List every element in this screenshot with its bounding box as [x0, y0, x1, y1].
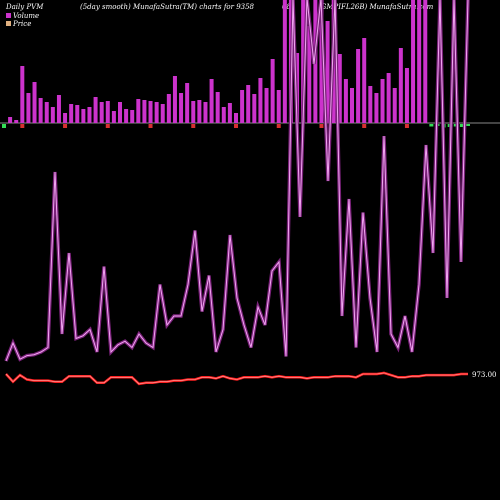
volume-bar	[63, 113, 68, 123]
volume-bar	[2, 124, 6, 128]
volume-bar	[136, 99, 141, 123]
volume-bar	[258, 78, 263, 123]
price-line-group	[5, 371, 468, 386]
volume-bar	[38, 98, 43, 123]
volume-bar	[398, 48, 403, 123]
legend-volume-label: Volume	[13, 12, 39, 20]
volume-bar	[130, 110, 135, 123]
volume-bar	[368, 86, 373, 123]
volume-bar	[50, 107, 55, 123]
pvm-line	[5, 0, 469, 362]
legend-volume-swatch	[6, 13, 11, 18]
header-right: (GMPIFL26B) MunafaSutra.com	[318, 3, 434, 11]
volume-bar	[423, 0, 428, 123]
volume-bar-tail	[191, 124, 196, 128]
volume-bar	[466, 124, 470, 126]
volume-bar	[270, 59, 275, 123]
price-label: 973.00	[472, 371, 497, 379]
volume-bar	[93, 97, 98, 123]
volume-bar	[185, 83, 190, 123]
volume-bar	[276, 90, 281, 123]
volume-bar	[307, 26, 312, 123]
volume-bar	[172, 76, 177, 123]
volume-bar	[301, 0, 306, 123]
volume-bar	[56, 95, 61, 123]
volume-bar	[417, 0, 422, 123]
volume-bar	[148, 101, 153, 123]
volume-bar	[319, 0, 324, 123]
volume-bar	[234, 113, 238, 123]
volume-bar-tail	[234, 124, 238, 128]
price-line-highlight	[5, 372, 468, 385]
volume-bar	[203, 102, 208, 123]
volume-bar	[264, 88, 269, 123]
volume-bar	[26, 93, 31, 123]
volume-bar	[252, 94, 257, 123]
volume-bar	[459, 124, 464, 127]
volume-bar	[105, 101, 110, 123]
volume-bar	[215, 92, 220, 123]
volume-bar	[337, 54, 342, 123]
volume-bar	[142, 100, 147, 123]
volume-bar	[209, 79, 214, 123]
volume-bar	[154, 102, 159, 123]
volume-bar	[87, 107, 92, 123]
volume-bar-tail	[105, 124, 110, 128]
volume-bar	[191, 101, 196, 123]
volume-bar	[356, 49, 361, 123]
volume-bar	[75, 105, 80, 123]
volume-bar-tail	[404, 124, 409, 128]
legend-price-label: Price	[12, 20, 31, 28]
volume-bar	[197, 100, 202, 123]
volume-bar	[179, 93, 184, 123]
volume-bar	[69, 104, 74, 123]
volume-bar	[362, 38, 367, 123]
header-left: Daily PVM	[5, 3, 44, 11]
pvm-line-group	[4, 0, 470, 362]
volume-bar	[124, 109, 129, 123]
volume-bar	[111, 111, 116, 123]
volume-bar-tail	[148, 124, 153, 128]
volume-bar	[166, 94, 171, 123]
volume-bar	[240, 90, 245, 123]
volume-bar	[392, 88, 397, 123]
volume-bar-tail	[319, 124, 324, 128]
legend-price-swatch	[6, 21, 11, 26]
volume-bar	[325, 21, 330, 123]
volume-bar	[380, 79, 385, 123]
header-center: (5day smooth) MunafaSutra(TM) charts for…	[80, 3, 255, 11]
volume-bar	[32, 82, 37, 123]
volume-bar	[118, 102, 122, 123]
volume-bar	[44, 102, 49, 123]
volume-bar	[374, 93, 379, 123]
volume-bar-tail	[362, 124, 367, 128]
volume-bar	[404, 68, 409, 123]
volume-bar	[350, 88, 354, 123]
volume-bar-tail	[20, 124, 25, 128]
volume-bar	[246, 85, 251, 123]
volume-bar	[99, 102, 104, 123]
volume-bar	[20, 66, 25, 123]
volume-bar	[81, 109, 86, 123]
volume-bar	[429, 124, 434, 127]
volume-bar-tail	[276, 124, 281, 128]
volume-bar	[386, 73, 391, 123]
volume-bar	[227, 103, 232, 123]
volume-bar	[411, 0, 416, 123]
volume-bar	[14, 120, 19, 123]
volume-bar-tail	[63, 124, 68, 128]
volume-bar	[160, 104, 165, 123]
volume-bar	[282, 0, 287, 123]
volume-bar	[343, 79, 348, 123]
volume-bar	[221, 107, 226, 123]
volume-bar	[8, 117, 13, 123]
